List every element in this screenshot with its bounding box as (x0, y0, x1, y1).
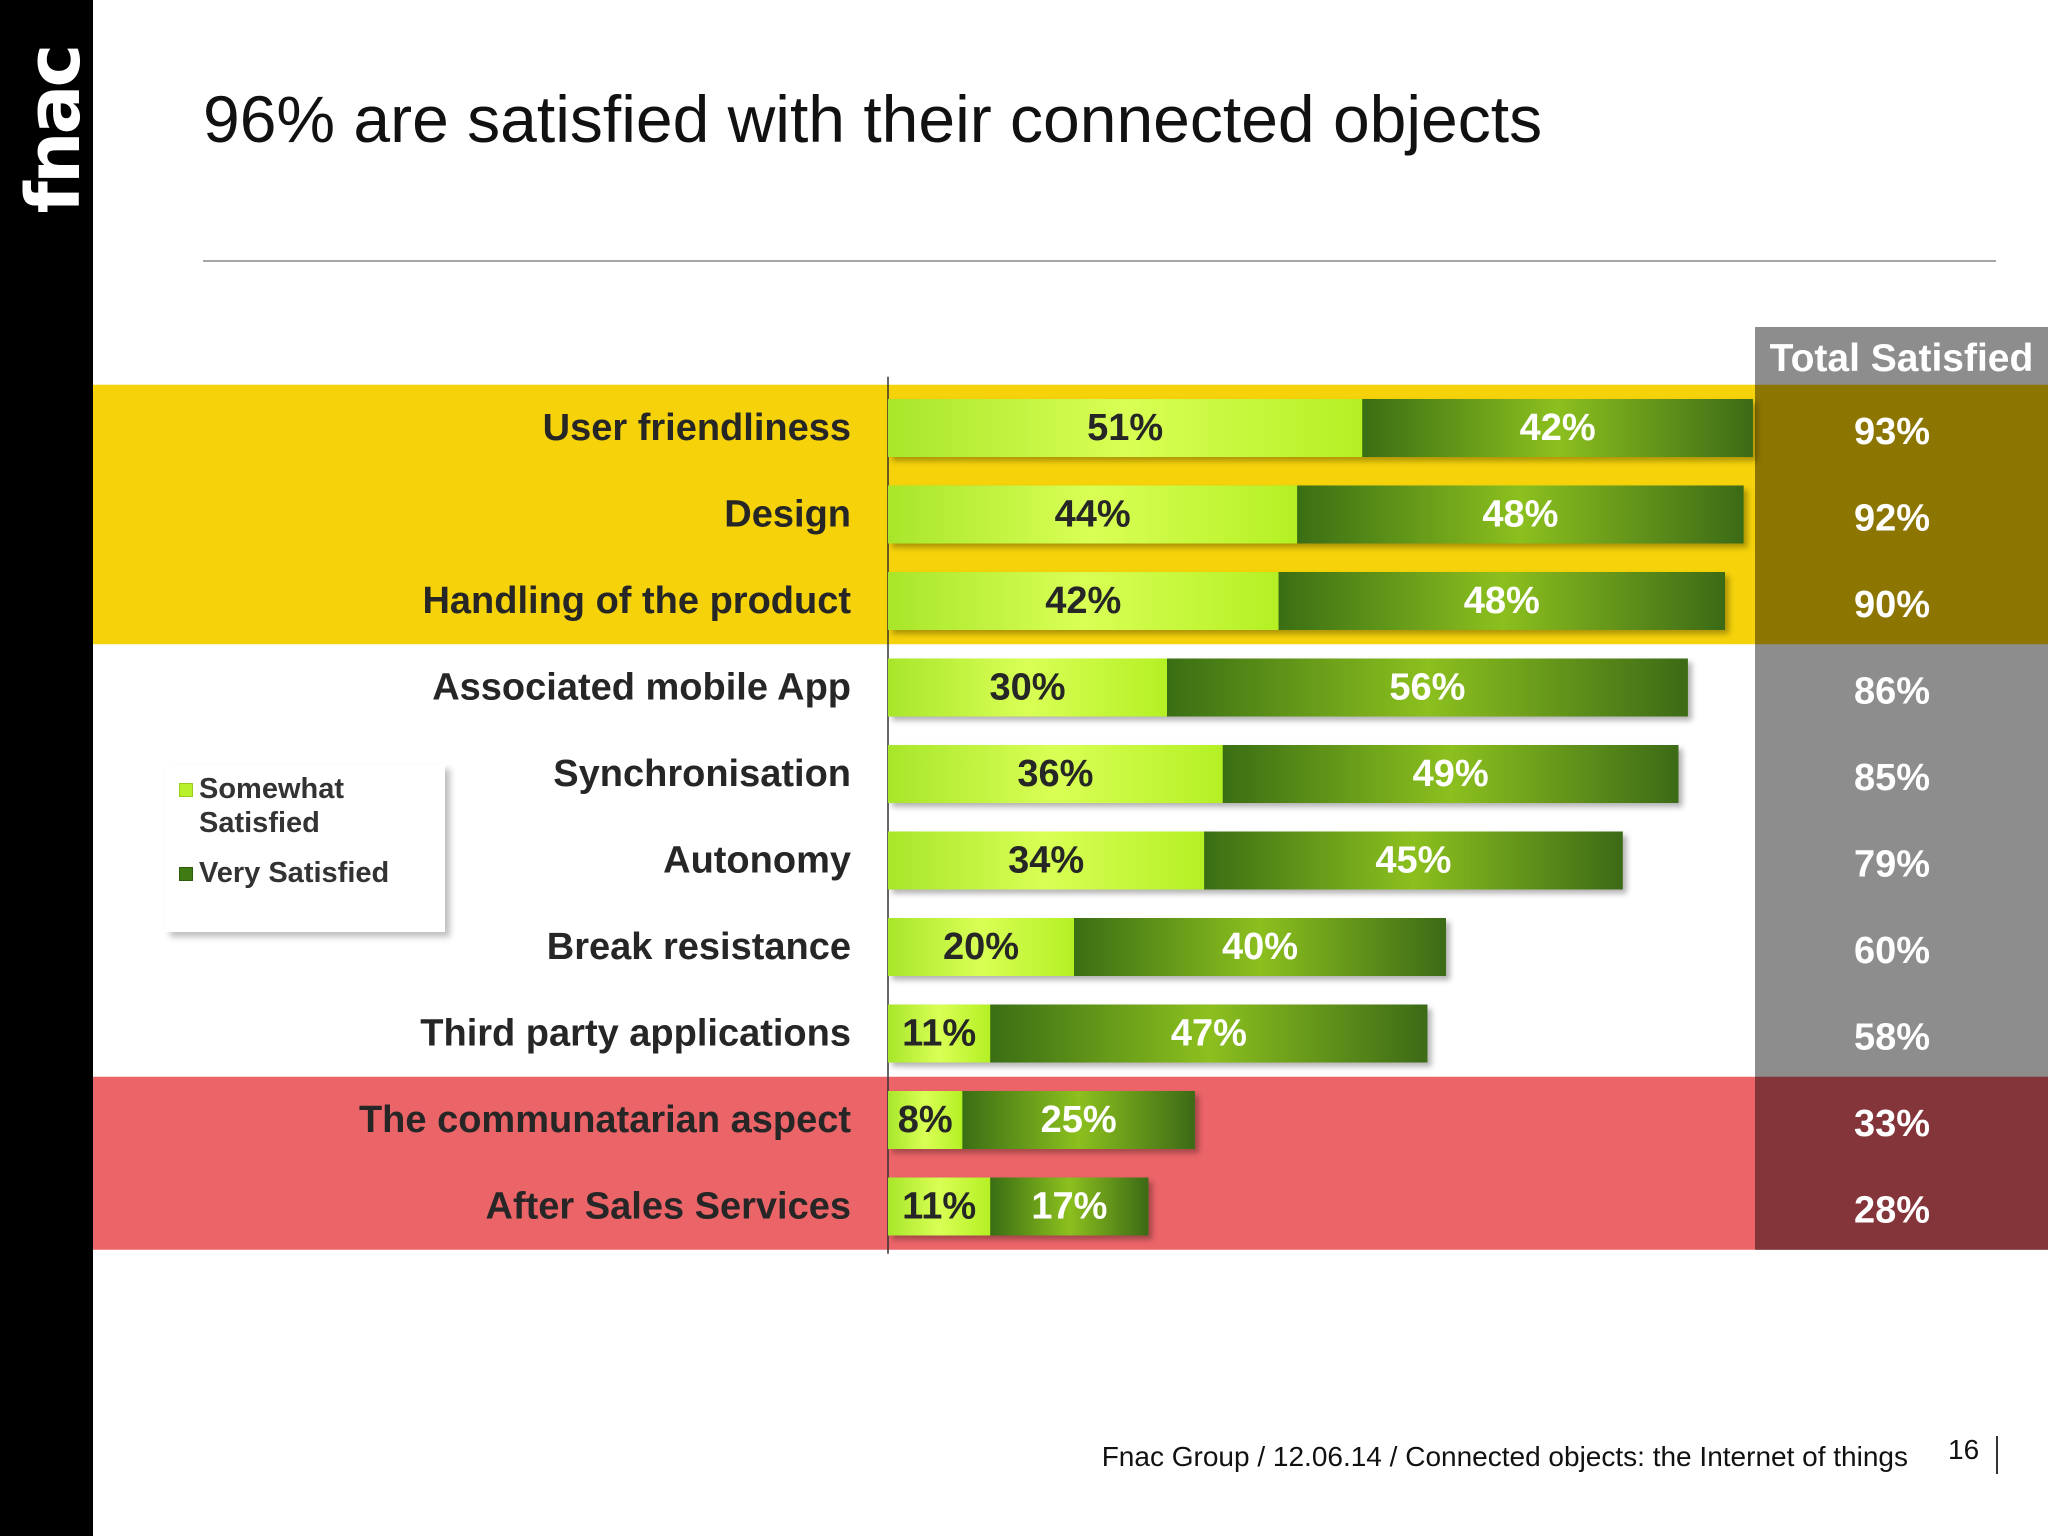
total-value-associated-mobile-app: 86% (1854, 671, 1930, 713)
value-label-very-autonomy: 45% (1375, 840, 1451, 882)
total-highlight-bottom (1755, 1076, 2048, 1250)
legend-swatch-somewhat-satisfied (179, 783, 193, 797)
bar-somewhat-autonomy (888, 831, 1205, 890)
total-value-user-friendliness: 93% (1854, 411, 1930, 453)
value-label-very-handling-of-the-product: 48% (1464, 580, 1540, 622)
total-value-third-party-applications: 58% (1854, 1017, 1930, 1059)
category-label-autonomy: Autonomy (663, 840, 851, 882)
page-number: 16 (1948, 1434, 1980, 1465)
bar-very-user-friendliness (1362, 399, 1753, 457)
value-label-somewhat-handling-of-the-product: 42% (1045, 580, 1121, 622)
bar-somewhat-handling-of-the-product (888, 572, 1279, 630)
value-label-very-break-resistance: 40% (1222, 926, 1298, 968)
value-label-very-third-party-applications: 47% (1171, 1013, 1247, 1055)
total-value-synchronisation: 85% (1854, 757, 1930, 799)
bar-very-associated-mobile-app (1167, 658, 1688, 717)
category-label-third-party-applications: Third party applications (420, 1013, 851, 1055)
total-value-break-resistance: 60% (1854, 930, 1930, 972)
legend-item-somewhat-satisfied: Somewhat Satisfied (179, 772, 409, 840)
bar-somewhat-the-communatarian-aspect (888, 1091, 963, 1149)
value-label-very-after-sales-services: 17% (1031, 1186, 1107, 1228)
category-label-break-resistance: Break resistance (547, 926, 851, 968)
bar-very-synchronisation (1222, 745, 1679, 803)
total-highlight-top (1755, 384, 2048, 645)
value-label-very-the-communatarian-aspect: 25% (1041, 1099, 1117, 1141)
total-satisfied-header: Total Satisfied (1770, 337, 2034, 380)
bar-very-after-sales-services (990, 1177, 1149, 1236)
total-value-handling-of-the-product: 90% (1854, 584, 1930, 626)
category-label-the-communatarian-aspect: The communatarian aspect (359, 1099, 851, 1141)
bar-somewhat-synchronisation (888, 745, 1223, 803)
bar-very-design (1297, 485, 1744, 544)
bar-very-the-communatarian-aspect (962, 1091, 1195, 1149)
category-label-design: Design (724, 494, 851, 536)
total-value-the-communatarian-aspect: 33% (1854, 1103, 1930, 1145)
bar-somewhat-user-friendliness (888, 399, 1363, 457)
title-divider (203, 260, 1996, 262)
category-label-user-friendliness: User friendliness (543, 407, 851, 449)
total-value-design: 92% (1854, 498, 1930, 540)
value-label-somewhat-autonomy: 34% (1008, 840, 1084, 882)
category-label-after-sales-services: After Sales Services (486, 1186, 851, 1228)
value-label-somewhat-break-resistance: 20% (943, 926, 1019, 968)
value-label-very-synchronisation: 49% (1413, 753, 1489, 795)
value-label-very-user-friendliness: 42% (1520, 407, 1596, 449)
value-label-somewhat-third-party-applications: 11% (902, 1013, 976, 1055)
legend-item-very-satisfied: Very Satisfied (179, 856, 390, 890)
bar-somewhat-break-resistance (888, 918, 1074, 976)
value-label-somewhat-after-sales-services: 11% (902, 1186, 976, 1228)
value-label-somewhat-design: 44% (1055, 494, 1131, 536)
category-label-synchronisation: Synchronisation (553, 753, 851, 795)
value-label-very-associated-mobile-app: 56% (1389, 667, 1465, 709)
value-label-somewhat-associated-mobile-app: 30% (989, 667, 1065, 709)
value-label-somewhat-synchronisation: 36% (1017, 753, 1093, 795)
slide-footer: Fnac Group / 12.06.14 / Connected object… (1101, 1441, 1908, 1472)
value-label-somewhat-the-communatarian-aspect: 8% (898, 1099, 953, 1141)
bar-somewhat-design (888, 485, 1298, 544)
slide-title: 96% are satisfied with their connected o… (203, 82, 1543, 156)
bar-very-handling-of-the-product (1278, 572, 1725, 630)
bar-somewhat-third-party-applications (888, 1004, 991, 1063)
legend-swatch-very-satisfied (179, 867, 193, 881)
bar-very-third-party-applications (990, 1004, 1428, 1063)
bar-very-break-resistance (1074, 918, 1446, 976)
chart-legend: Somewhat Satisfied Very Satisfied (165, 764, 445, 932)
value-label-very-design: 48% (1482, 494, 1558, 536)
bar-very-autonomy (1204, 831, 1623, 890)
legend-label-very-satisfied: Very Satisfied (199, 857, 390, 889)
total-value-autonomy: 79% (1854, 844, 1930, 886)
bar-somewhat-associated-mobile-app (888, 658, 1167, 717)
brand-sidebar: fnac (0, 0, 97, 1536)
total-value-after-sales-services: 28% (1854, 1190, 1930, 1232)
legend-label-somewhat-satisfied: Somewhat Satisfied (199, 773, 345, 839)
value-label-somewhat-user-friendliness: 51% (1087, 407, 1163, 449)
bar-somewhat-after-sales-services (888, 1177, 991, 1236)
category-label-handling-of-the-product: Handling of the product (422, 580, 851, 622)
page-number-divider (1996, 1436, 1998, 1474)
category-label-associated-mobile-app: Associated mobile App (432, 667, 851, 709)
